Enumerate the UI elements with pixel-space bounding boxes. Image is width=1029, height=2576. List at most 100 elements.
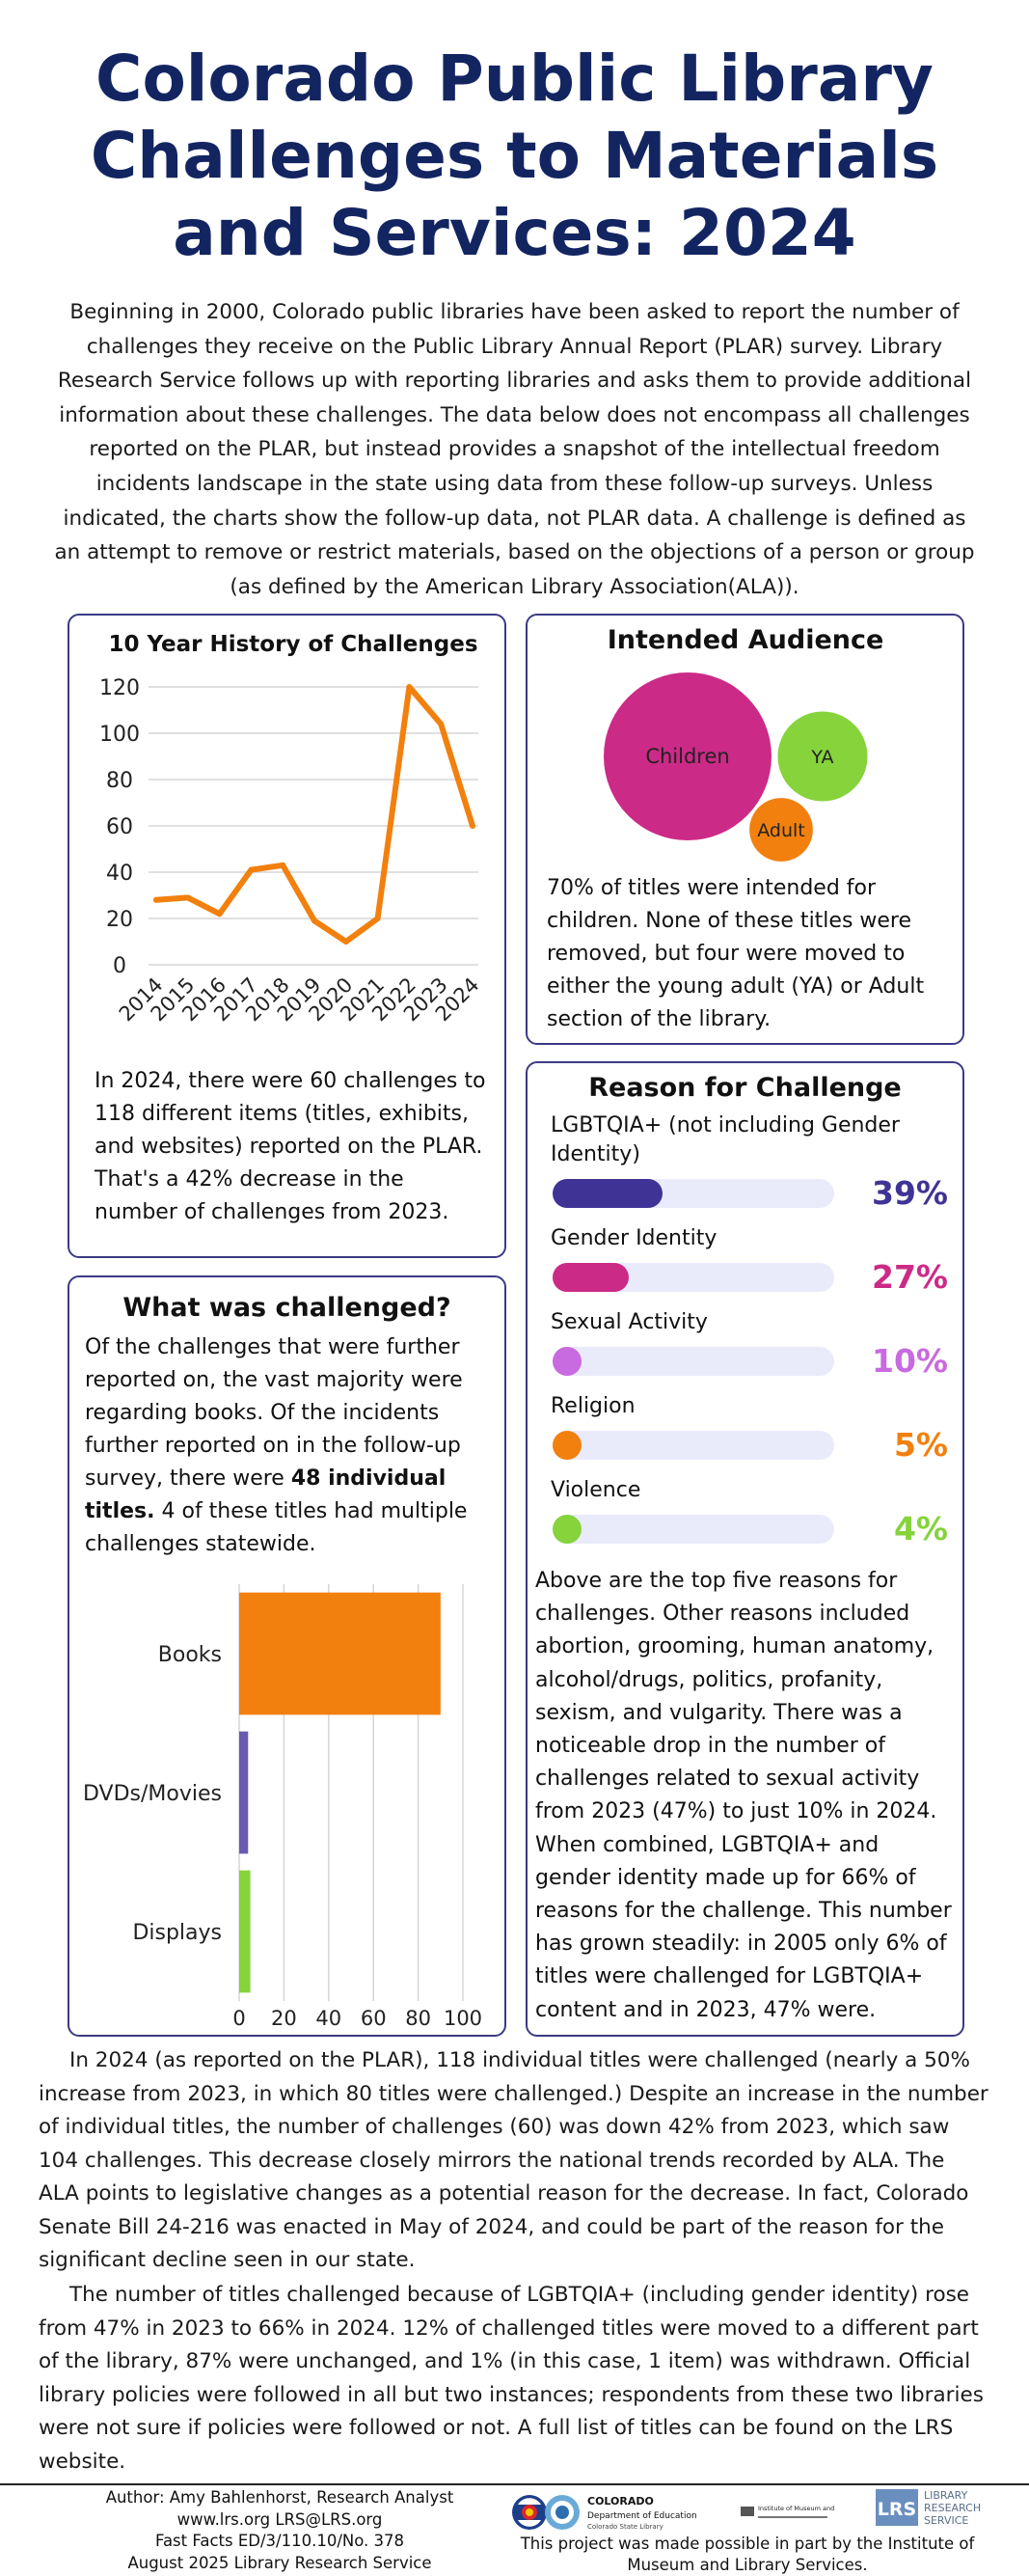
footer-fastfacts: Fast Facts ED/3/110.10/No. 378 — [154, 2532, 405, 2550]
history-y-tick: 0 — [113, 954, 126, 978]
challenged-text-bold: 48 individual titles. — [85, 1466, 447, 1523]
lrs-logo: LRS LIBRARY RESEARCH SERVICE — [874, 2485, 1009, 2532]
history-data-point — [311, 918, 317, 924]
challenged-x-tick: 40 — [315, 2007, 341, 2030]
audience-bubble-label: YA — [810, 747, 833, 768]
history-data-point — [470, 823, 475, 829]
imls-logo: Institute of Museum and Library Services — [741, 2493, 887, 2532]
history-data-point — [153, 896, 159, 903]
challenged-bar-chart: Books DVDs/Movies Displays 0 20 40 60 80 100 — [83, 1584, 482, 2030]
audience-bubble-adult — [749, 798, 813, 862]
lrs-logo-line-2: RESEARCH — [924, 2502, 981, 2514]
challenged-x-tick: 100 — [444, 2007, 482, 2030]
reason-bar-track — [553, 1431, 834, 1460]
history-data-point — [342, 939, 349, 945]
challenged-category-label: Books — [158, 1643, 222, 1667]
challenged-category-label: Displays — [132, 1921, 222, 1945]
reason-card: Reason for Challenge LGBTQIA+ (not inclu… — [526, 1061, 964, 2037]
history-card: 10 Year History of Challenges 0 20 40 60 80 1… — [68, 614, 506, 1258]
challenged-title: What was challenged? — [122, 1293, 451, 1323]
audience-bubble-label: Adult — [757, 820, 805, 841]
reason-title: Reason for Challenge — [588, 1073, 902, 1103]
history-y-tick: 60 — [106, 815, 133, 839]
challenged-category-label: DVDs/Movies — [83, 1782, 222, 1806]
reason-label: Gender Identity — [551, 1226, 718, 1250]
footer-author: Author: Amy Bahlenhorst, Research Analys… — [105, 2488, 454, 2507]
reason-percent: 4% — [893, 1510, 948, 1548]
audience-card: Intended Audience Children YA Adult 70% of… — [526, 614, 964, 1045]
imls-logo-text: Institute of Museum and Library Services — [758, 2505, 837, 2512]
reason-bar-fill — [553, 1347, 582, 1376]
reason-bar-fill — [553, 1431, 582, 1460]
challenged-bar-2 — [239, 1731, 249, 1854]
reason-label: Violence — [551, 1478, 641, 1502]
reason-bar-track — [553, 1179, 834, 1208]
challenged-text-2: 4 of these titles had multiple challenge… — [85, 1499, 468, 1556]
summary-paragraph-2: The number of titles challenged because … — [39, 2283, 984, 2474]
reason-label: LGBTQIA+ (not including Gender Identity) — [551, 1113, 900, 1166]
challenged-card: What was challenged? Of the challenges t… — [68, 1275, 506, 2037]
cde-logo-tag: Colorado State Library — [587, 2523, 663, 2531]
history-data-point — [374, 916, 381, 921]
reason-label: Sexual Activity — [551, 1310, 708, 1334]
reason-text: Above are the top five reasons for chall… — [535, 1569, 952, 2022]
challenged-x-tick: 60 — [361, 2007, 387, 2030]
audience-text: 70% of titles were intended for children… — [547, 876, 925, 1031]
history-y-tick: 120 — [99, 676, 140, 700]
footer-divider — [0, 2483, 1029, 2485]
history-y-tick: 100 — [99, 723, 140, 747]
history-chart-title: 10 Year History of Challenges — [108, 632, 477, 657]
reason-bar-fill — [553, 1515, 582, 1544]
footer-date: August 2025 Library Research Service — [127, 2553, 432, 2572]
challenged-bar-1 — [239, 1592, 441, 1715]
history-data-point — [216, 911, 223, 918]
reason-percent: 39% — [872, 1174, 948, 1212]
footer-credits: Author: Amy Bahlenhorst, Research Analys… — [19, 2487, 540, 2574]
audience-bubble-chart: Intended Audience Children YA Adult — [604, 625, 884, 862]
audience-bubble-ya — [777, 711, 868, 802]
reason-bar-fill — [553, 1263, 629, 1292]
history-y-tick: 20 — [106, 908, 133, 932]
history-series-line — [153, 684, 475, 945]
reason-bar-track — [553, 1263, 834, 1292]
lrs-logo-line-3: SERVICE — [924, 2514, 968, 2527]
intro-paragraph: Beginning in 2000, Colorado public libra… — [54, 300, 975, 599]
history-data-point — [406, 684, 413, 690]
audience-bubble-label: Children — [645, 745, 729, 768]
footer-contact[interactable]: www.lrs.org LRS@LRS.org — [176, 2509, 383, 2529]
audience-bubble-children — [604, 672, 772, 840]
history-y-tick: 40 — [106, 862, 133, 886]
reason-label: Religion — [551, 1394, 636, 1418]
summary-paragraph-1: In 2024 (as reported on the PLAR), 118 i… — [39, 2048, 988, 2272]
challenged-x-tick: 0 — [232, 2007, 245, 2030]
challenged-text-1: Of the challenges that were further repo… — [85, 1335, 463, 1491]
challenged-bar-3 — [239, 1870, 251, 1993]
page-title: Colorado Public Library Challenges to Ma… — [90, 41, 939, 270]
reason-percent: 10% — [872, 1342, 948, 1380]
cde-logo-text: COLORADO — [587, 2495, 654, 2507]
history-text: In 2024, there were 60 challenges to 118… — [95, 1069, 486, 1224]
history-data-point — [184, 894, 191, 901]
reason-percent: 27% — [872, 1258, 948, 1296]
cde-logo: COLORADO Department of Education Colorad… — [508, 2491, 720, 2534]
lrs-logo-icon: LRS LIBRARY RESEARCH SERVICE — [876, 2489, 981, 2527]
challenged-text: Of the challenges that were further repo… — [85, 1331, 495, 1561]
reason-bar-fill — [553, 1179, 663, 1208]
lrs-logo-mark: LRS — [878, 2499, 916, 2520]
challenged-x-tick: 20 — [271, 2007, 297, 2030]
colorado-flag-icon: COLORADO Department of Education Colorad… — [512, 2495, 697, 2531]
challenged-x-tick: 80 — [405, 2007, 431, 2030]
cde-logo-sub: Department of Education — [587, 2511, 697, 2521]
imls-logo-icon: Institute of Museum and Library Services — [741, 2505, 887, 2518]
history-data-point — [438, 721, 445, 727]
reason-percent: 5% — [893, 1426, 948, 1464]
reason-bar-track — [553, 1347, 834, 1376]
audience-chart-title: Intended Audience — [608, 625, 884, 655]
reason-bar-track — [553, 1515, 834, 1544]
footer-funding: This project was made possible in part b… — [520, 2535, 975, 2574]
history-line-chart: 10 Year History of Challenges 0 20 40 60 80 1… — [99, 632, 484, 1026]
history-y-tick: 80 — [106, 769, 133, 793]
history-data-point — [248, 866, 255, 873]
lrs-logo-line-1: LIBRARY — [924, 2489, 968, 2502]
history-data-point — [280, 862, 286, 868]
